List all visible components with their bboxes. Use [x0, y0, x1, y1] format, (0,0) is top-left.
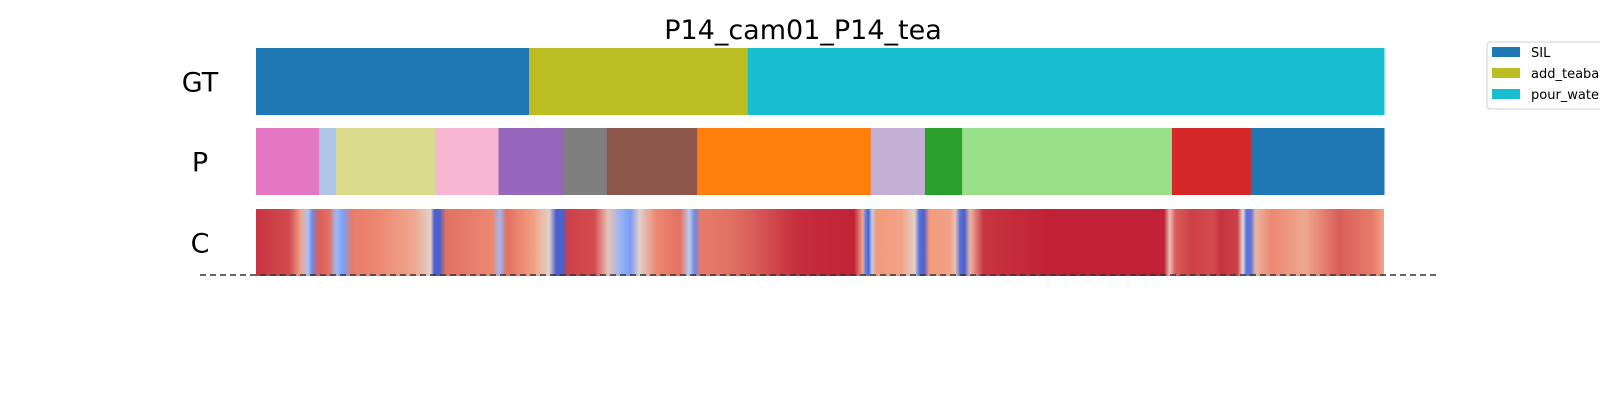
p-segment-3: [435, 128, 500, 195]
row-label-c: C: [191, 229, 210, 260]
legend: SIL add_teabag pour_water: [1486, 41, 1600, 110]
legend-swatch-sil: [1492, 47, 1520, 57]
legend-swatch-pour-water: [1492, 89, 1520, 99]
p-segment-5: [563, 128, 608, 195]
p-segment-2: [336, 128, 436, 195]
confidence-strip: [256, 209, 1384, 276]
p-segment-12: [1250, 128, 1385, 195]
row-label-p: P: [192, 148, 208, 179]
p-segment-7: [697, 128, 872, 195]
chart-title: P14_cam01_P14_tea: [664, 15, 942, 46]
gt-segment-1: [528, 48, 749, 115]
gt-segment-0: [256, 48, 530, 115]
legend-entries: SIL add_teabag pour_water: [1492, 46, 1600, 103]
legend-swatch-add-teabag: [1492, 68, 1520, 78]
gt-segment-2: [747, 48, 1385, 115]
p-segment-1: [319, 128, 337, 195]
p-segment-11: [1171, 128, 1252, 195]
p-segment-4: [498, 128, 565, 195]
p-segment-8: [870, 128, 926, 195]
p-segment-10: [962, 128, 1173, 195]
p-segment-0: [256, 128, 320, 195]
legend-label-sil: SIL: [1531, 46, 1551, 61]
rows-group: GT P C: [182, 48, 1385, 276]
row-label-gt: GT: [182, 68, 219, 99]
p-segment-6: [606, 128, 698, 195]
p-segment-9: [924, 128, 963, 195]
legend-label-pour-water: pour_water: [1531, 88, 1600, 103]
legend-label-add-teabag: add_teabag: [1531, 67, 1600, 82]
